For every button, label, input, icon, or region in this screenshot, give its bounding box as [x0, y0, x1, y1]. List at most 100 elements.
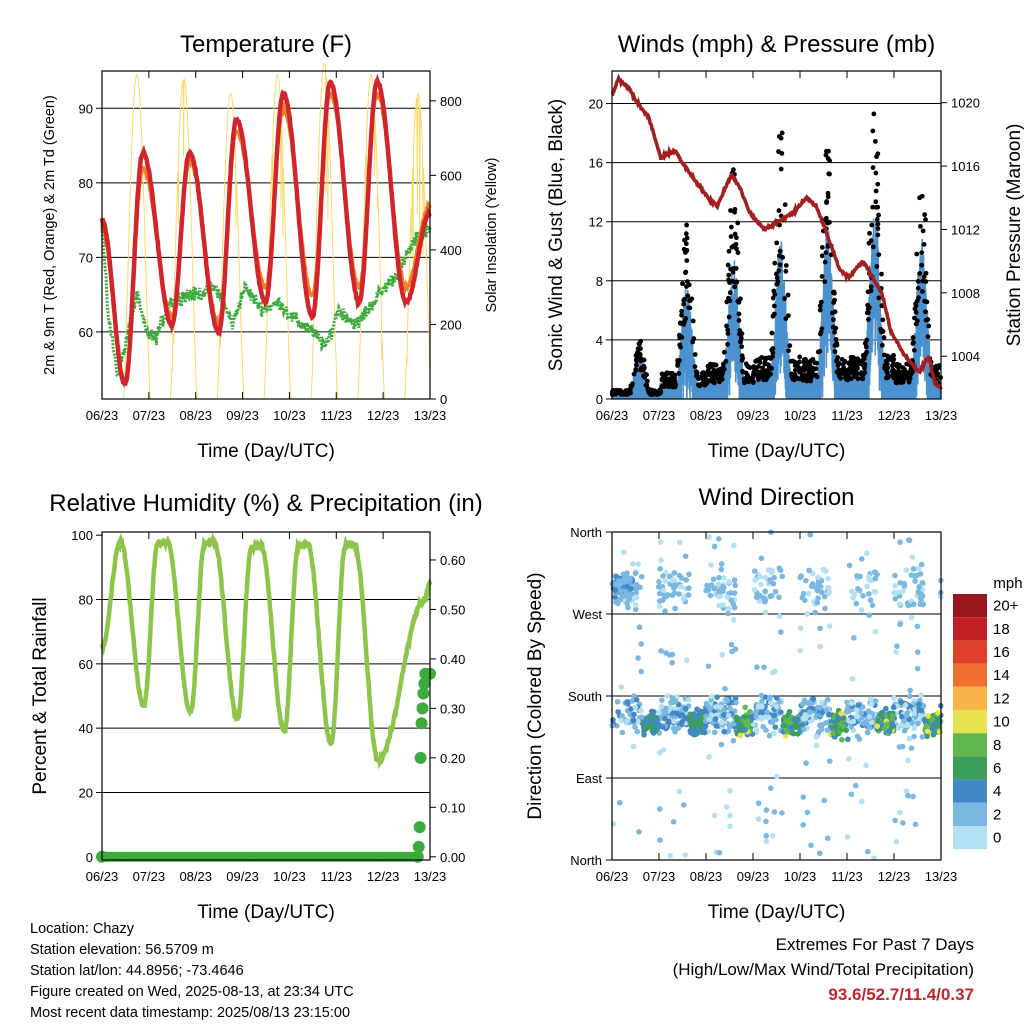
direction-point — [906, 537, 913, 544]
direction-point — [727, 705, 733, 711]
legend-swatch — [953, 733, 987, 757]
direction-point — [624, 600, 630, 607]
humidity-series — [99, 532, 433, 770]
direction-point — [678, 575, 685, 581]
direction-point — [825, 590, 832, 597]
gust-point — [919, 262, 925, 268]
direction-point — [766, 732, 773, 739]
direction-point — [874, 723, 881, 729]
gust-point — [787, 343, 793, 349]
gust-point — [678, 344, 683, 350]
gust-point — [917, 195, 923, 201]
direction-point — [629, 698, 635, 704]
direction-point — [631, 711, 637, 718]
direction-point — [730, 601, 737, 608]
gust-point — [633, 362, 639, 368]
direction-point — [889, 720, 895, 727]
direction-point — [622, 592, 628, 599]
gust-point — [925, 334, 931, 340]
direction-point — [816, 850, 823, 857]
y-tick-label: 90 — [79, 101, 93, 116]
direction-point — [892, 572, 898, 579]
plot-frame — [101, 531, 431, 861]
direction-point — [786, 708, 793, 715]
gust-point — [724, 323, 729, 329]
legend-label: 16 — [993, 644, 1010, 661]
gust-point — [633, 367, 639, 372]
direction-point — [866, 724, 873, 731]
gust-point — [924, 299, 930, 305]
direction-point — [633, 589, 640, 596]
direction-point — [915, 565, 922, 572]
direction-point — [711, 543, 718, 550]
gust-point — [712, 362, 718, 368]
direction-point — [618, 717, 624, 724]
direction-point — [706, 534, 712, 540]
gust-point — [840, 367, 846, 373]
direction-point — [762, 609, 769, 616]
gust-point — [731, 167, 736, 173]
direction-point — [727, 812, 733, 819]
direction-point — [757, 574, 763, 580]
rain-point — [412, 840, 425, 853]
direction-point — [872, 698, 879, 704]
gust-point — [679, 312, 685, 318]
gust-point — [643, 371, 649, 377]
gust-point — [721, 349, 727, 355]
y-tick-label: 16 — [589, 156, 603, 171]
chart-title: Wind Direction — [698, 484, 854, 511]
gust-point — [825, 220, 831, 226]
gust-point — [870, 128, 876, 134]
y2-tick-label: 0 — [440, 392, 447, 407]
gust-point — [825, 190, 831, 196]
direction-point — [758, 692, 765, 699]
gust-point — [884, 358, 890, 364]
direction-point — [613, 599, 619, 605]
direction-point — [839, 736, 845, 743]
gust-point — [736, 318, 742, 323]
direction-point — [809, 581, 816, 587]
gust-point — [772, 292, 778, 297]
gust-point — [885, 353, 890, 359]
x-tick-label: 10/23 — [784, 869, 817, 884]
gust-point — [806, 368, 812, 374]
gust-point — [736, 299, 742, 305]
direction-point — [697, 716, 703, 723]
x-tick-label: 13/23 — [414, 408, 447, 423]
x-tick-label: 07/23 — [133, 408, 166, 423]
direction-point — [724, 594, 731, 600]
gust-point — [684, 258, 690, 264]
direction-point — [800, 794, 807, 800]
direction-point — [891, 589, 897, 596]
x-tick-label: 11/23 — [831, 408, 863, 423]
x-tick-label: 09/23 — [226, 869, 259, 884]
legend-swatch — [953, 594, 987, 618]
direction-point — [855, 586, 861, 592]
gust-series — [609, 111, 944, 397]
x-tick-label: 06/23 — [86, 408, 119, 423]
gust-point — [910, 341, 916, 346]
direction-point — [903, 712, 910, 719]
y-tick-label: 70 — [79, 250, 93, 265]
direction-point — [671, 718, 677, 725]
gust-point — [664, 370, 670, 376]
legend-label: 8 — [993, 737, 1001, 754]
direction-point — [630, 561, 636, 567]
direction-point — [670, 819, 677, 825]
direction-point — [852, 782, 859, 789]
gust-point — [717, 379, 722, 385]
gust-point — [610, 389, 616, 395]
direction-point — [658, 703, 665, 710]
direction-point — [918, 561, 925, 568]
y2-tick-label: 600 — [440, 168, 462, 183]
gust-point — [733, 246, 739, 252]
rain-point — [417, 687, 430, 700]
direction-point — [614, 698, 621, 705]
gust-point — [802, 356, 808, 362]
direction-point — [679, 712, 685, 718]
direction-point — [686, 585, 692, 591]
direction-point — [872, 628, 879, 635]
gust-point — [797, 376, 803, 382]
direction-point — [715, 581, 721, 588]
direction-point — [656, 598, 663, 604]
